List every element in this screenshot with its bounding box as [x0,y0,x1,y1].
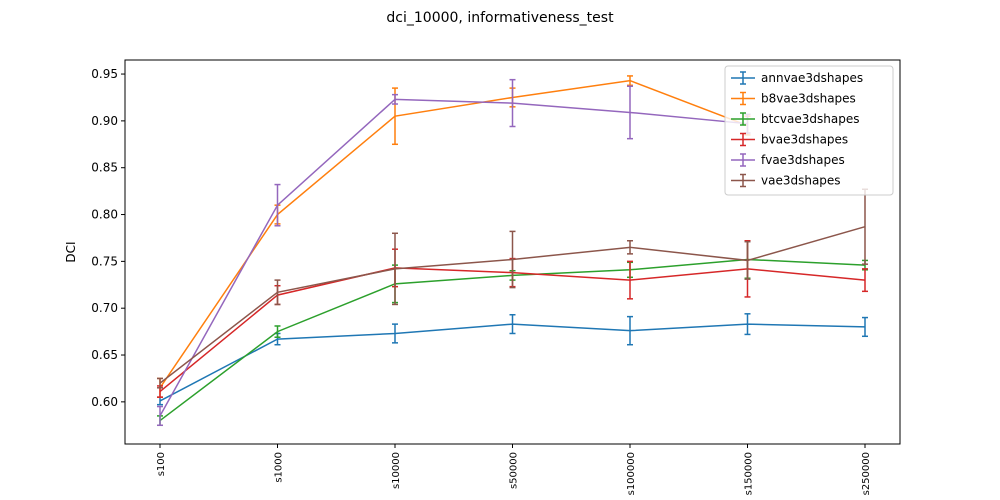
series-vae3dshapes [157,188,868,389]
legend-label: b8vae3dshapes [761,92,856,106]
y-tick-label: 0.70 [91,301,118,315]
y-tick-label: 0.75 [91,254,118,268]
x-tick-label: s10000 [391,452,402,489]
series-line [159,323,866,402]
x-tick-label: s1000 [274,452,285,483]
y-tick-label: 0.60 [91,395,118,409]
series-line [159,79,748,389]
legend-label: annvae3dshapes [761,71,863,85]
y-tick-label: 0.95 [91,67,118,81]
legend-label: fvae3dshapes [761,153,845,167]
chart-title: dci_10000, informativeness_test [386,10,614,26]
x-tick-label: s250000 [861,452,872,495]
legend-item: bvae3dshapes [731,133,848,147]
series-annvae3dshapes [157,313,868,406]
legend-item: btcvae3dshapes [731,112,859,126]
axes-frame [124,59,901,445]
x-tick-label: s100 [156,452,167,476]
x-tick-label: s50000 [509,452,520,489]
legend-item: b8vae3dshapes [731,92,856,106]
y-axis-label: DCI [64,241,78,262]
legend-item: annvae3dshapes [731,71,863,85]
legend-label: btcvae3dshapes [761,112,859,126]
legend-item: fvae3dshapes [731,153,845,167]
series-line [159,98,748,417]
plot-area: 0.60 0.65 0.70 0.75 0.80 0.85 0.90 0.95 s100 s100… [91,67,872,495]
y-tick-label: 0.80 [91,208,118,222]
y-tick-label: 0.65 [91,348,118,362]
legend-box [724,65,894,196]
x-tick-label: s150000 [744,452,755,495]
legend-label: bvae3dshapes [761,133,848,147]
legend-item: vae3dshapes [731,174,841,188]
y-tick-label: 0.85 [91,161,118,175]
legend-label: vae3dshapes [761,174,841,188]
y-tick-label: 0.90 [91,114,118,128]
legend: annvae3dshapes b8vae3dshapes btcvae3dshape… [724,65,894,196]
series-b8vae3dshapes [157,75,751,398]
x-tick-label: s100000 [626,452,637,495]
series-fvae3dshapes [157,78,751,427]
